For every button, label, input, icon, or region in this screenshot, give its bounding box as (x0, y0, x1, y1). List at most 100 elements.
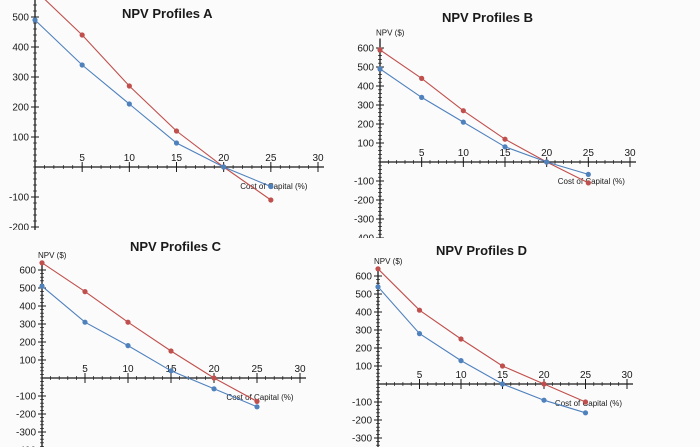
y-tick-label: -100 (16, 392, 36, 403)
x-tick-label: 10 (122, 364, 134, 375)
series-2-point (221, 164, 227, 170)
series-1-point (125, 319, 131, 325)
y-tick-label: 100 (19, 356, 36, 367)
series-1-point (541, 381, 547, 387)
x-tick-label: 5 (79, 153, 85, 164)
series-2-point (32, 17, 38, 23)
y-tick-label: 500 (357, 63, 374, 74)
series-2-line (41, 285, 258, 408)
x-tick-label: 20 (218, 153, 230, 164)
y-tick-label: 200 (355, 344, 372, 355)
series-2-point (173, 140, 180, 146)
y-tick-label: 600 (357, 44, 374, 55)
series-1-point (126, 83, 132, 89)
x-tick-label: 30 (294, 364, 306, 375)
series-2-point (458, 358, 464, 364)
y-tick-label: 400 (355, 308, 372, 319)
x-axis-title: Cost of Capital (%) (555, 399, 622, 408)
x-tick-label: 30 (312, 153, 324, 164)
y-axis-title: NPV ($) (38, 251, 67, 260)
y-tick-label: 100 (355, 362, 372, 373)
x-tick-label: 10 (124, 153, 136, 164)
series-2-point (582, 410, 589, 416)
series-1-line (41, 262, 258, 402)
y-tick-label: -200 (16, 410, 36, 421)
y-tick-label: -100 (354, 177, 374, 188)
x-tick-label: 5 (82, 364, 88, 375)
series-1-point (79, 32, 85, 38)
series-2-point (502, 144, 508, 150)
series-1-point (585, 180, 591, 186)
x-tick-label: 5 (419, 148, 425, 159)
x-tick-label: 25 (251, 364, 263, 375)
series-1-point (254, 398, 260, 404)
series-2-point (125, 343, 131, 349)
y-tick-label: -400 (16, 446, 36, 447)
panel-c: NPV Profiles C 600 500 400 300 200 100 -100 -20… (0, 230, 345, 447)
y-tick-label: 200 (12, 103, 29, 114)
y-tick-label: 300 (357, 101, 374, 112)
chart-title-d: NPV Profiles D (436, 243, 528, 258)
y-tick-label: -100 (352, 398, 372, 409)
series-1-point (458, 336, 464, 342)
y-tick-label: 200 (19, 338, 36, 349)
series-2-point (585, 171, 591, 177)
x-tick-label: 30 (624, 148, 636, 159)
y-tick-label: 300 (12, 73, 29, 84)
series-1-point (416, 307, 423, 313)
series-2-point (544, 159, 550, 165)
series-2-point (419, 94, 425, 100)
x-tick-label: 10 (455, 370, 467, 381)
series-1-point (211, 375, 217, 381)
x-tick-label: 25 (265, 153, 277, 164)
chart-title-a: NPV Profiles A (122, 6, 213, 21)
series-2-point (416, 331, 423, 337)
y-tick-label: 400 (12, 43, 29, 54)
x-tick-label: 15 (171, 153, 183, 164)
series-1-point (168, 348, 174, 354)
y-tick-label: -300 (352, 434, 372, 445)
series-2-point (168, 368, 174, 374)
x-tick-label: 15 (497, 370, 509, 381)
series-2-line (34, 19, 272, 188)
series-1-line (44, 0, 272, 201)
y-tick-label: -100 (9, 193, 29, 204)
x-tick-label: 25 (580, 370, 592, 381)
series-2-point (268, 183, 274, 190)
y-tick-label: -300 (354, 215, 374, 226)
series-2-point (460, 119, 466, 125)
chart-title-c: NPV Profiles C (130, 239, 222, 254)
series-1-point (460, 108, 466, 114)
series-2-line (379, 68, 589, 175)
series-2-point (375, 284, 381, 290)
series-2-point (79, 62, 85, 68)
x-axis-title: Cost of Capital (%) (240, 182, 307, 191)
x-axis-title: Cost of Capital (%) (226, 393, 293, 402)
panel-a: NPV Profiles A 600 500 400 300 200 100 -100 -20… (0, 0, 345, 294)
series-2-point (82, 319, 88, 325)
y-tick-label: 100 (357, 139, 374, 150)
y-tick-label: 400 (357, 82, 374, 93)
x-tick-label: 20 (208, 364, 220, 375)
y-tick-label: 200 (357, 120, 374, 131)
y-tick-label: 300 (355, 326, 372, 337)
x-tick-label: 5 (417, 370, 423, 381)
chart-d-plot: 600500400300200100-100-200-300-400510152… (352, 257, 633, 447)
x-tick-label: 25 (583, 148, 595, 159)
series-1-point (582, 399, 589, 405)
chart-title-b: NPV Profiles B (442, 10, 534, 25)
panel-b: NPV Profiles B 600 500 400 300 200 100 -100 -20… (345, 0, 700, 245)
y-tick-label: 500 (12, 13, 29, 24)
y-tick-label: 600 (19, 266, 36, 277)
x-tick-label: 15 (499, 148, 511, 159)
chart-b-plot: 600500400300200100-100-200-300-400510152… (354, 29, 636, 245)
series-2-point (126, 101, 132, 107)
series-2-point (39, 283, 45, 289)
series-1-point (268, 197, 274, 203)
series-1-point (499, 363, 506, 369)
series-1-line (379, 49, 589, 184)
chart-a-plot: 600500400300200100-100-200-300-400510152… (9, 0, 324, 294)
y-tick-label: -200 (352, 416, 372, 427)
y-tick-label: 300 (19, 320, 36, 331)
